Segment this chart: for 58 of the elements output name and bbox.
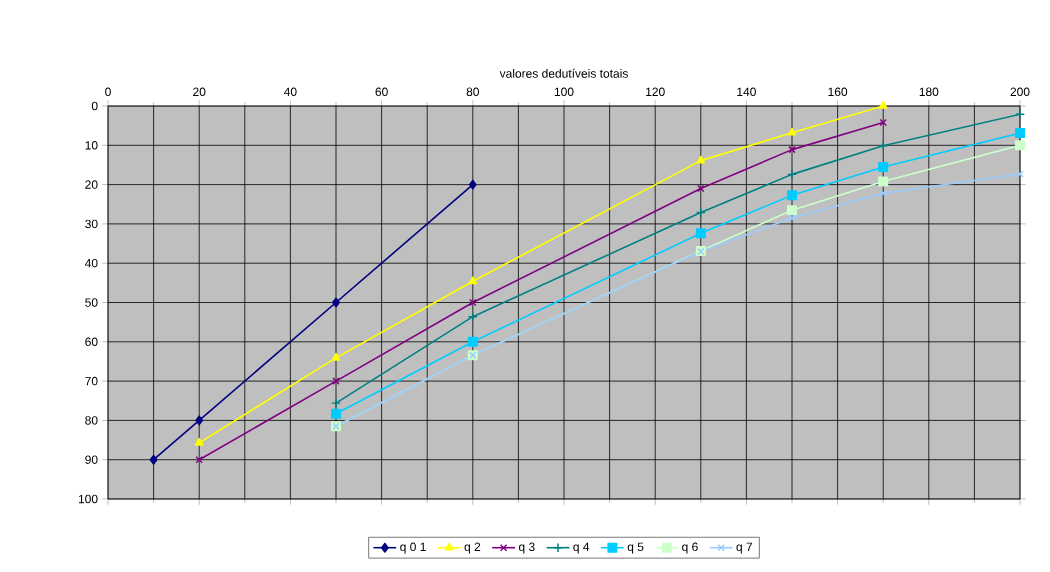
y-tick-label: 0	[91, 101, 98, 111]
y-tick-label: 90	[85, 455, 98, 464]
point	[467, 311, 478, 322]
point	[1015, 128, 1026, 139]
x-tick-label: 160	[828, 87, 848, 97]
point	[878, 140, 889, 151]
x-tick-label: 100	[554, 87, 574, 97]
point	[788, 214, 796, 222]
point	[332, 297, 340, 308]
x-tick-label: 80	[466, 87, 480, 97]
legend-label: q 3	[518, 542, 535, 554]
x-tick-label: 0	[105, 87, 111, 97]
legend-label: q 6	[682, 542, 698, 554]
point	[1015, 140, 1026, 151]
y-tick-label: 40	[84, 258, 98, 268]
point	[696, 155, 706, 164]
point	[149, 454, 158, 465]
point	[787, 205, 798, 216]
legend-label: q 2	[464, 542, 481, 554]
y-tick-label: 60	[85, 337, 98, 347]
point	[787, 169, 798, 180]
point	[468, 276, 478, 285]
point	[195, 415, 204, 426]
legend-label: q 4	[573, 542, 590, 554]
x-tick-label: 20	[193, 87, 206, 97]
y-tick-label: 70	[85, 376, 98, 386]
point	[695, 228, 706, 239]
y-tick-label: 80	[85, 416, 98, 425]
y-tick-label: 50	[85, 298, 98, 307]
point	[878, 161, 889, 172]
y-tick-label: 30	[85, 219, 98, 229]
point	[331, 408, 342, 419]
x-tick-label: 60	[375, 87, 388, 97]
point	[878, 176, 889, 187]
x-tick-label: 140	[737, 87, 756, 97]
x-tick-label: 200	[1010, 87, 1030, 97]
legend-label: q 0 1	[400, 542, 426, 554]
legend-label: q 5	[627, 542, 644, 554]
y-tick-label: 20	[85, 180, 98, 189]
point	[468, 179, 477, 190]
point	[787, 127, 797, 136]
x-tick-label: 120	[646, 87, 665, 97]
y-tick-label: 100	[78, 494, 98, 504]
legend-label: q 7	[736, 542, 753, 554]
point	[467, 336, 478, 347]
point	[194, 437, 204, 446]
point	[878, 101, 888, 109]
y-tick-label: 10	[85, 141, 98, 150]
x-axis-title: valores dedutíveis totais	[499, 68, 628, 78]
point	[331, 352, 341, 361]
x-tick-label: 40	[284, 87, 297, 97]
point	[879, 189, 887, 198]
point	[695, 207, 706, 218]
point	[787, 190, 798, 201]
point	[331, 398, 342, 409]
x-tick-label: 180	[919, 87, 939, 97]
point	[1015, 109, 1026, 120]
point	[1016, 170, 1024, 178]
